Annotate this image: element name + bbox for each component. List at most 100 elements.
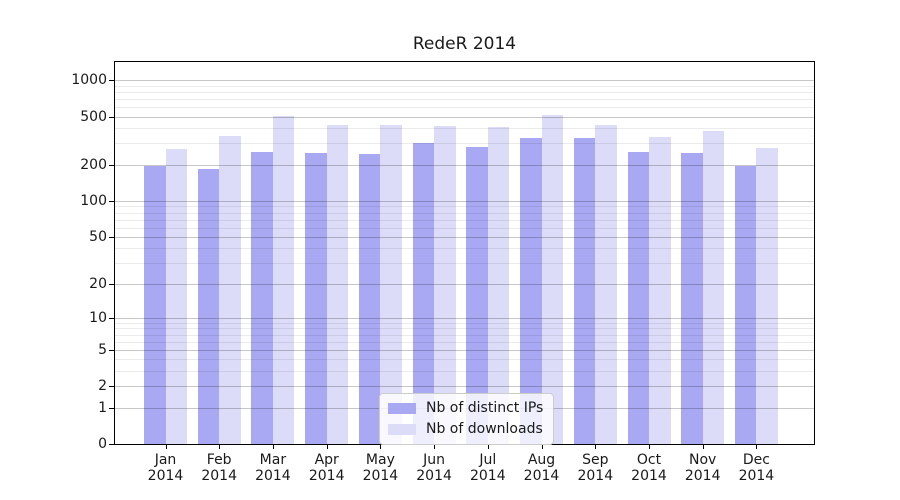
y-tick-mark-20 — [109, 283, 114, 285]
gridline-major-5 — [115, 349, 814, 351]
gridline-major-20 — [115, 283, 814, 285]
bar-feb-downloads — [219, 136, 241, 444]
x-tick-mark-nov — [702, 445, 704, 449]
y-tick-label-2: 2 — [98, 378, 107, 395]
plot-area: Nb of distinct IPs Nb of downloads — [114, 61, 815, 445]
y-tick-mark-100 — [109, 200, 114, 202]
gridline-minor-700 — [115, 98, 814, 100]
legend-swatch-downloads — [388, 423, 416, 435]
y-tick-label-500: 500 — [80, 108, 107, 125]
y-tick-mark-5 — [109, 349, 114, 351]
gridline-minor-3 — [115, 371, 814, 372]
gridline-major-200 — [115, 164, 814, 166]
x-tick-label-dec: Dec 2014 — [738, 452, 775, 484]
gridline-minor-300 — [115, 143, 814, 145]
gridline-minor-7 — [115, 334, 814, 336]
bar-jun-downloads — [434, 126, 456, 444]
gridline-minor-70 — [115, 219, 814, 221]
bar-mar-downloads — [272, 116, 295, 444]
bar-may-ips — [358, 154, 381, 444]
y-tick-mark-10 — [109, 317, 114, 319]
legend: Nb of distinct IPs Nb of downloads — [379, 393, 555, 445]
chart-title: RedeR 2014 — [412, 34, 517, 54]
gridline-minor-900 — [115, 85, 814, 87]
gridline-minor-9 — [115, 322, 814, 324]
gridline-minor-30 — [115, 263, 814, 265]
bar-jun-ips — [412, 142, 435, 444]
x-tick-label-mar: Mar 2014 — [255, 452, 291, 484]
y-tick-mark-50 — [109, 236, 114, 238]
x-tick-label-apr: Apr 2014 — [308, 452, 345, 484]
gridline-minor-80 — [115, 212, 814, 214]
y-tick-mark-200 — [109, 164, 114, 166]
x-tick-mark-feb — [219, 445, 221, 449]
y-tick-label-100: 100 — [80, 192, 107, 209]
gridline-minor-800 — [115, 91, 814, 93]
x-tick-label-jul: Jul 2014 — [469, 452, 506, 484]
legend-label-downloads: Nb of downloads — [426, 421, 543, 437]
bar-jan-ips — [144, 166, 166, 444]
legend-swatch-distinct-ips — [388, 402, 416, 414]
gridline-minor-90 — [115, 206, 814, 208]
y-tick-label-5: 5 — [98, 341, 107, 358]
bar-oct-ips — [627, 152, 649, 444]
x-tick-label-nov: Nov 2014 — [684, 452, 721, 484]
gridline-minor-40 — [115, 248, 814, 250]
bar-nov-ips — [681, 152, 703, 444]
gridline-major-2 — [115, 386, 814, 388]
bar-aug-ips — [520, 137, 542, 444]
x-tick-mark-aug — [541, 445, 543, 449]
y-tick-mark-2 — [109, 386, 114, 388]
x-tick-mark-sep — [595, 445, 597, 449]
x-tick-label-oct: Oct 2014 — [631, 452, 667, 484]
legend-item-distinct-ips: Nb of distinct IPs — [388, 400, 543, 416]
gridline-minor-400 — [115, 128, 814, 130]
x-tick-label-jun: Jun 2014 — [416, 452, 452, 484]
gridline-minor-4 — [115, 359, 814, 361]
bar-apr-downloads — [326, 125, 349, 444]
gridline-minor-6 — [115, 341, 814, 343]
bar-aug-downloads — [541, 114, 563, 444]
y-tick-label-10: 10 — [89, 309, 107, 326]
bar-dec-ips — [734, 166, 757, 444]
x-tick-label-aug: Aug 2014 — [523, 452, 560, 484]
gridline-minor-8 — [115, 328, 814, 330]
bar-sep-ips — [573, 137, 596, 444]
y-tick-label-20: 20 — [89, 275, 107, 292]
bar-feb-ips — [197, 169, 220, 444]
x-tick-label-sep: Sep 2014 — [577, 452, 614, 484]
bar-sep-downloads — [595, 124, 617, 444]
y-tick-label-1000: 1000 — [71, 72, 107, 89]
bar-nov-downloads — [702, 131, 725, 444]
bar-jan-downloads — [165, 148, 187, 444]
gridline-major-10 — [115, 317, 814, 319]
y-tick-label-1: 1 — [98, 399, 107, 416]
y-tick-label-0: 0 — [98, 436, 107, 452]
gridline-major-100 — [115, 200, 814, 202]
x-tick-mark-jun — [434, 445, 436, 449]
gridline-major-1000 — [115, 80, 814, 82]
x-tick-mark-apr — [326, 445, 328, 449]
gridline-major-50 — [115, 236, 814, 238]
gridline-minor-60 — [115, 227, 814, 229]
x-tick-mark-may — [380, 445, 382, 449]
y-tick-mark-0 — [109, 444, 114, 445]
x-tick-label-may: May 2014 — [362, 452, 399, 484]
legend-label-distinct-ips: Nb of distinct IPs — [426, 400, 544, 416]
x-tick-mark-jul — [487, 445, 489, 449]
bar-oct-downloads — [649, 137, 671, 444]
x-tick-label-jan: Jan 2014 — [147, 452, 184, 484]
y-tick-mark-1 — [109, 407, 114, 409]
gridline-major-500 — [115, 116, 814, 118]
bar-jul-downloads — [487, 126, 510, 444]
legend-item-downloads: Nb of downloads — [388, 421, 543, 437]
x-tick-label-feb: Feb 2014 — [201, 452, 237, 484]
bar-mar-ips — [251, 152, 273, 444]
y-tick-mark-1000 — [109, 80, 114, 82]
bar-dec-downloads — [756, 148, 778, 444]
bar-jul-ips — [466, 147, 488, 444]
bar-apr-ips — [305, 152, 327, 444]
x-tick-mark-mar — [272, 445, 274, 449]
x-tick-mark-jan — [165, 445, 167, 449]
